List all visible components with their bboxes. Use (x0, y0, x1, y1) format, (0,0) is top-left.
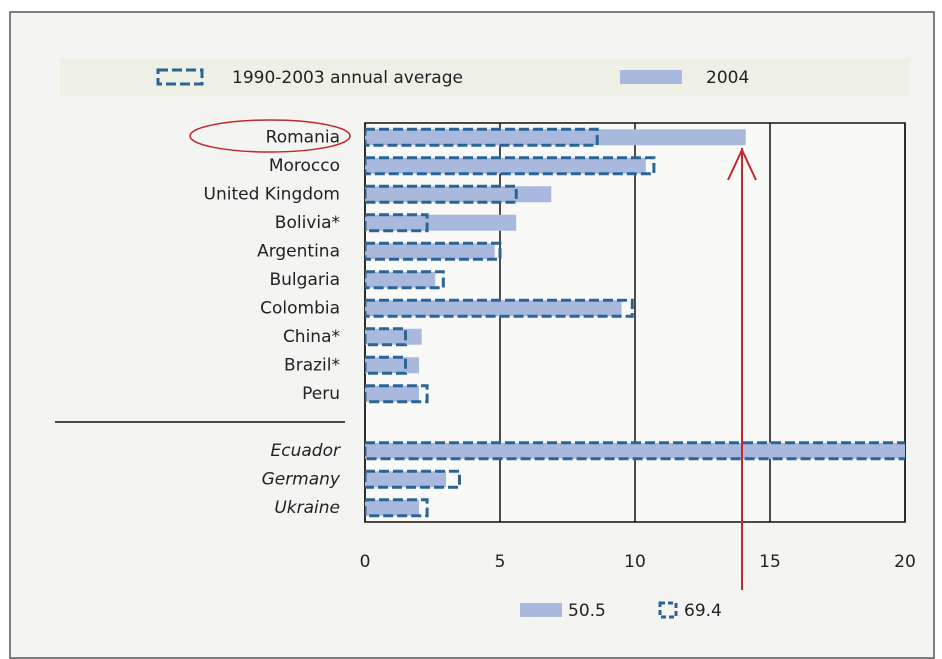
bar (365, 186, 552, 203)
bar (365, 469, 461, 489)
bar (365, 357, 419, 374)
x-tick-label: 15 (759, 552, 781, 572)
bar (365, 300, 622, 317)
y-tick-label: Ecuador (271, 441, 341, 461)
x-tick-label: 10 (624, 552, 646, 572)
bar (365, 271, 436, 288)
bar (365, 214, 517, 231)
y-tick-label: Morocco (269, 156, 340, 176)
offscale-label: 50.5 (568, 601, 606, 621)
bar (365, 157, 646, 174)
bar (365, 471, 446, 488)
legend-label: 1990-2003 annual average (232, 68, 463, 88)
offscale-swatch (658, 601, 678, 619)
bar (365, 298, 634, 318)
bar (365, 270, 445, 290)
x-tick-label: 20 (894, 552, 916, 572)
bar (365, 241, 502, 261)
bar (365, 127, 599, 147)
legend-swatch (156, 68, 204, 86)
y-tick-label: United Kingdom (204, 184, 340, 204)
legend-band (60, 58, 910, 96)
bar (365, 213, 429, 233)
highlight-ellipse (189, 119, 351, 153)
x-tick-label: 0 (360, 552, 371, 572)
y-tick-label: Colombia (260, 298, 340, 318)
y-tick-label: China* (283, 327, 340, 347)
legend-swatch (620, 70, 682, 84)
bar (365, 385, 419, 402)
y-tick-label: Brazil* (284, 355, 340, 375)
y-tick-label: Argentina (257, 241, 340, 261)
y-tick-label: Romania (266, 127, 340, 147)
bar (365, 129, 746, 146)
bar (365, 327, 407, 347)
bar (365, 184, 518, 204)
bar (365, 498, 429, 518)
y-tick-label: Bolivia* (275, 213, 340, 233)
bar (365, 243, 495, 260)
x-tick-label: 5 (495, 552, 506, 572)
bar (365, 328, 422, 345)
legend-label: 2004 (706, 68, 749, 88)
y-tick-label: Ukraine (274, 498, 340, 518)
arrow-head (727, 147, 757, 181)
bar (365, 156, 656, 176)
y-tick-label: Bulgaria (270, 270, 341, 290)
bar (365, 355, 407, 375)
offscale-swatch (520, 603, 562, 617)
bar (365, 442, 905, 459)
bar (365, 499, 419, 516)
y-tick-label: Germany (262, 469, 341, 489)
y-tick-label: Peru (302, 384, 340, 404)
offscale-label: 69.4 (684, 601, 722, 621)
bar (365, 384, 429, 404)
